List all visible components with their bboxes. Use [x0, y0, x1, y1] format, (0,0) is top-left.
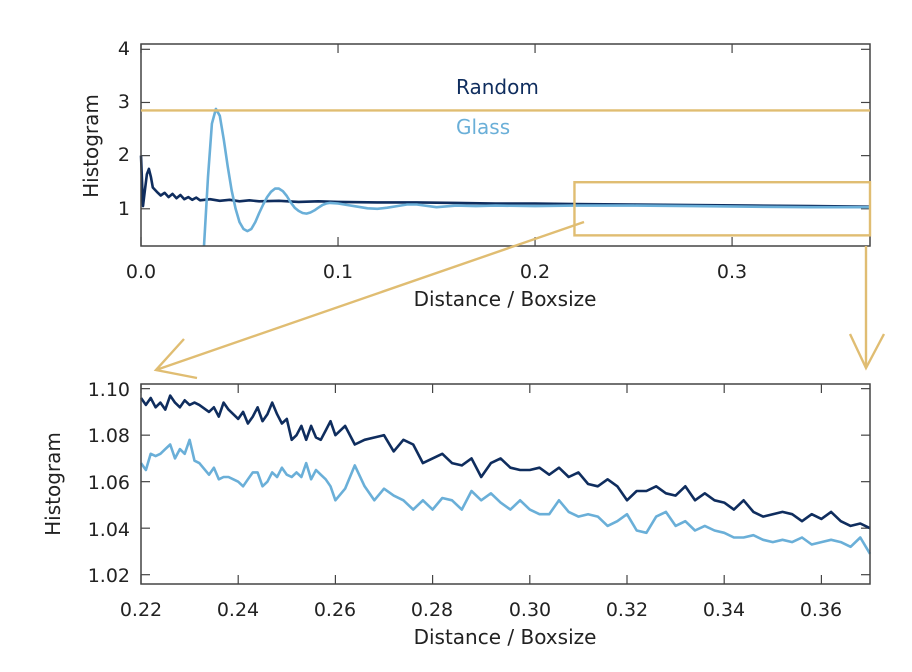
top-ytick-label: 2	[118, 144, 130, 166]
bottom-ytick-label: 1.10	[88, 379, 130, 401]
top-xtick-label: 0.0	[126, 261, 156, 283]
top-y-ticks	[141, 48, 870, 210]
top-xtick-label: 0.1	[323, 261, 353, 283]
top-panel: 0.0 0.1 0.2 0.3 1 2 3 4 Distance / Boxsi…	[79, 38, 871, 311]
top-ytick-label: 3	[118, 91, 130, 113]
bottom-xtick-label: 0.28	[411, 599, 453, 621]
top-series	[139, 107, 871, 247]
top-x-axis-title: Distance / Boxsize	[414, 287, 597, 311]
top-series-glass-line	[202, 107, 870, 247]
legend-random-label: Random	[456, 75, 539, 99]
top-y-axis-title: Histogram	[79, 94, 103, 198]
top-series-random-line	[139, 155, 871, 208]
bottom-xtick-label: 0.34	[703, 599, 745, 621]
zoom-arrow-left-shaft	[155, 220, 585, 372]
bottom-ytick-label: 1.06	[88, 472, 130, 494]
top-ytick-label: 4	[118, 38, 130, 60]
bottom-ytick-label: 1.04	[88, 519, 130, 541]
bottom-y-ticks	[141, 388, 870, 576]
top-xtick-label: 0.2	[520, 261, 550, 283]
top-x-ticks	[140, 44, 733, 246]
zoom-arrow-left-head	[153, 338, 198, 380]
legend-glass-label: Glass	[456, 115, 510, 139]
bottom-series-glass-line	[139, 438, 872, 555]
bottom-series	[139, 394, 872, 555]
bottom-x-axis-title: Distance / Boxsize	[414, 625, 597, 649]
zoom-annotations	[141, 109, 886, 380]
bottom-xtick-label: 0.22	[120, 599, 162, 621]
bottom-panel: 0.22 0.24 0.26 0.28 0.30 0.32 0.34 0.36 …	[41, 379, 872, 649]
bottom-y-axis-title: Histogram	[41, 432, 65, 536]
zoom-arrow-right-head	[848, 333, 886, 371]
zoom-box	[573, 181, 872, 237]
bottom-xtick-label: 0.36	[800, 599, 842, 621]
bottom-xtick-label: 0.26	[314, 599, 356, 621]
bottom-series-random-line	[139, 394, 871, 530]
top-plot-frame	[140, 43, 871, 247]
top-ytick-label: 1	[118, 198, 130, 220]
bottom-plot-frame	[140, 383, 871, 585]
top-xtick-label: 0.3	[717, 261, 747, 283]
bottom-ytick-label: 1.02	[88, 565, 130, 587]
bottom-xtick-label: 0.30	[509, 599, 551, 621]
bottom-ytick-label: 1.08	[88, 425, 130, 447]
bottom-xtick-label: 0.24	[217, 599, 259, 621]
bottom-xtick-label: 0.32	[606, 599, 648, 621]
bottom-x-ticks	[140, 384, 823, 584]
